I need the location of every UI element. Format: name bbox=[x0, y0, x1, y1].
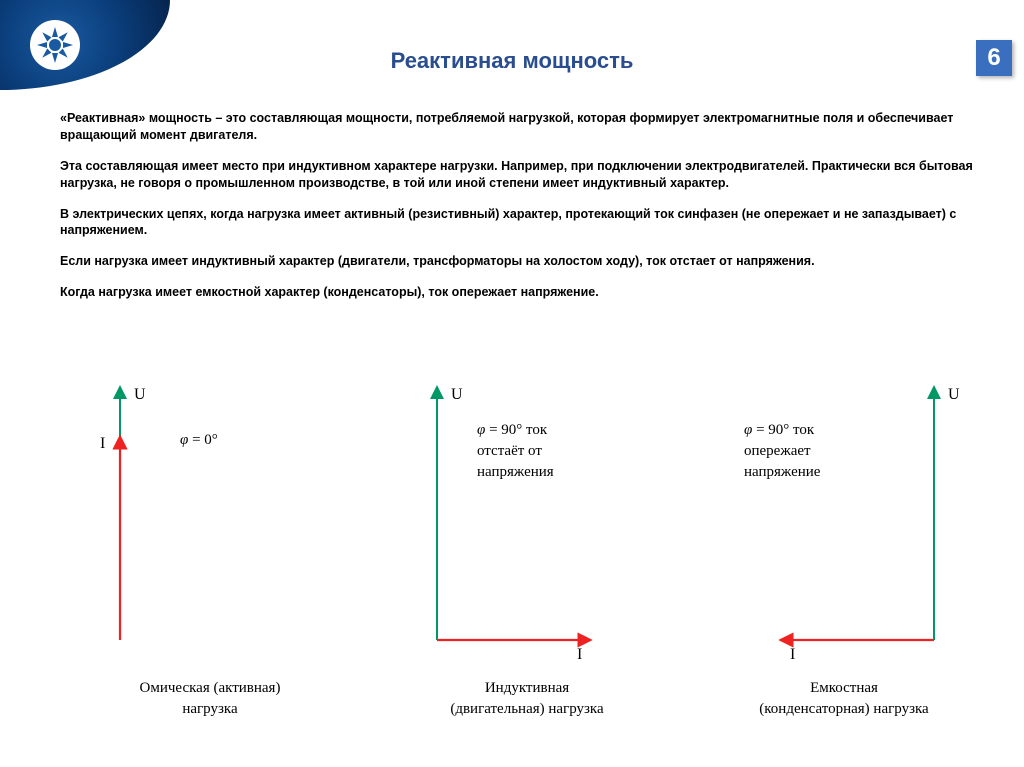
para-1: «Реактивная» мощность – это составляющая… bbox=[60, 111, 953, 142]
f3: напряжение bbox=[744, 464, 820, 480]
u-label: U bbox=[948, 386, 960, 404]
cap-l1: Емкостная bbox=[810, 680, 878, 696]
cap-l1: Индуктивная bbox=[485, 680, 569, 696]
f2: опережает bbox=[744, 443, 811, 459]
i-label: I bbox=[100, 435, 105, 453]
page-number-badge: 6 bbox=[976, 40, 1012, 76]
formula-ohmic: φ = 0° bbox=[180, 430, 218, 451]
caption-ohmic: Омическая (активная) нагрузка bbox=[60, 678, 360, 720]
cap-l2: нагрузка bbox=[182, 701, 237, 717]
u-label: U bbox=[134, 386, 146, 404]
phasor-svg-ohmic bbox=[60, 380, 360, 660]
cap-l2: (двигательная) нагрузка bbox=[450, 701, 603, 717]
para-2: Эта составляющая имеет место при индукти… bbox=[60, 159, 973, 190]
formula-inductive: φ = 90° φ = 90° токток отстаёт от напряж… bbox=[477, 420, 554, 483]
slide-title: Реактивная мощность bbox=[0, 48, 1024, 74]
para-3: В электрических цепях, когда нагрузка им… bbox=[60, 207, 956, 238]
caption-inductive: Индуктивная (двигательная) нагрузка bbox=[377, 678, 677, 720]
cap-l1: Омическая (активная) bbox=[140, 680, 281, 696]
phasor-svg-capacitive bbox=[694, 380, 994, 660]
i-label: I bbox=[577, 646, 582, 664]
f3: напряжения bbox=[477, 464, 554, 480]
f2: отстаёт от bbox=[477, 443, 542, 459]
diagram-ohmic: U I φ = 0° Омическая (активная) нагрузка bbox=[60, 380, 360, 720]
formula-capacitive: φ = 90° ток опережает напряжение bbox=[744, 420, 820, 483]
caption-capacitive: Емкостная (конденсаторная) нагрузка bbox=[694, 678, 994, 720]
diagram-capacitive: U I φ = 90° ток опережает напряжение Емк… bbox=[694, 380, 994, 720]
phasor-diagrams: U I φ = 0° Омическая (активная) нагрузка… bbox=[60, 380, 994, 740]
body-text: «Реактивная» мощность – это составляющая… bbox=[60, 110, 994, 315]
u-label: U bbox=[451, 386, 463, 404]
diagram-inductive: U I φ = 90° φ = 90° токток отстаёт от на… bbox=[377, 380, 677, 720]
para-4: Если нагрузка имеет индуктивный характер… bbox=[60, 254, 815, 268]
cap-l2: (конденсаторная) нагрузка bbox=[759, 701, 928, 717]
para-5: Когда нагрузка имеет емкостной характер … bbox=[60, 285, 599, 299]
corner-logo bbox=[0, 0, 170, 90]
i-label: I bbox=[790, 646, 795, 664]
